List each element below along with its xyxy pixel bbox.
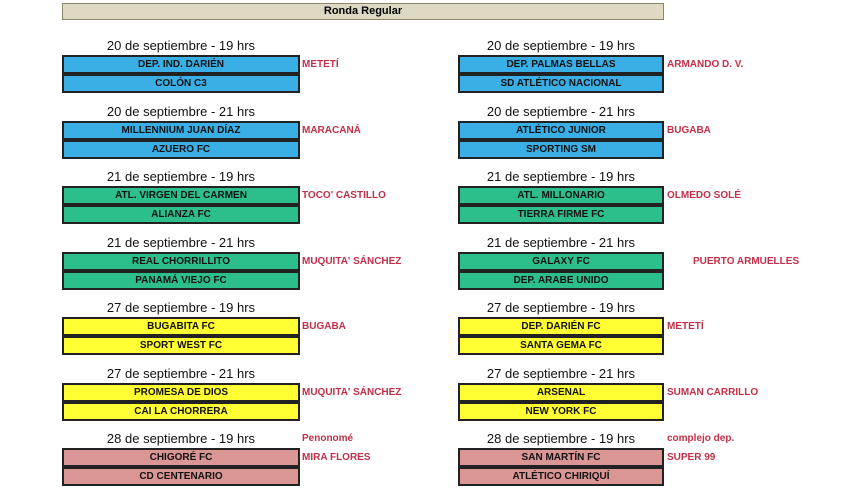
- match-date: 20 de septiembre - 21 hrs: [106, 103, 256, 119]
- team-name: ATL. VIRGEN DEL CARMEN: [62, 186, 300, 205]
- match-date: 28 de septiembre - 19 hrs: [106, 431, 256, 446]
- team-name: COLÓN C3: [62, 74, 300, 93]
- venue: PUERTO ARMUELLES: [693, 255, 800, 267]
- venue: Penonomé: [302, 433, 354, 444]
- match-date: 21 de septiembre - 21 hrs: [106, 234, 256, 250]
- team-name: SD ATLÉTICO NACIONAL: [458, 74, 664, 93]
- team-name: ATL. MILLONARIO: [458, 186, 664, 205]
- venue: MUQUITA' SÁNCHEZ: [302, 386, 402, 398]
- match-date: 27 de septiembre - 21 hrs: [486, 365, 636, 381]
- match-date: 21 de septiembre - 19 hrs: [106, 169, 256, 184]
- match-date: 27 de septiembre - 19 hrs: [486, 300, 636, 315]
- venue: METETÍ: [667, 321, 704, 332]
- venue: OLMEDO SOLÉ: [667, 190, 741, 201]
- match-date: 27 de septiembre - 21 hrs: [106, 365, 256, 381]
- team-name: DEP. PALMAS BELLAS: [458, 55, 664, 74]
- venue: METETÍ: [302, 59, 339, 70]
- section-title: Ronda Regular: [62, 3, 664, 20]
- team-name: CAI LA CHORRERA: [62, 401, 300, 421]
- match-date: 28 de septiembre - 19 hrs: [486, 431, 636, 446]
- match-date: 20 de septiembre - 21 hrs: [486, 103, 636, 119]
- team-name: CHIGORÉ FC: [62, 448, 300, 467]
- match-date: 21 de septiembre - 19 hrs: [486, 169, 636, 184]
- team-name: NEW YORK FC: [458, 401, 664, 421]
- team-name: PROMESA DE DIOS: [62, 382, 300, 402]
- team-name: REAL CHORRILLITO: [62, 251, 300, 271]
- team-name: DEP. ARABE UNIDO: [458, 270, 664, 290]
- team-name: CD CENTENARIO: [62, 467, 300, 486]
- team-name: MILLENNIUM JUAN DÍAZ: [62, 120, 300, 140]
- venue: BUGABA: [667, 124, 711, 136]
- team-name: PANAMÁ VIEJO FC: [62, 270, 300, 290]
- match-date: 27 de septiembre - 19 hrs: [106, 300, 256, 315]
- venue: SUMAN CARRILLO: [667, 386, 759, 398]
- team-name: SPORT WEST FC: [62, 336, 300, 355]
- venue: TOCO' CASTILLO: [302, 190, 386, 201]
- team-name: ALIANZA FC: [62, 205, 300, 224]
- venue: MARACANÁ: [302, 124, 361, 136]
- team-name: DEP. IND. DARIÉN: [62, 55, 300, 74]
- team-name: GALAXY FC: [458, 251, 664, 271]
- team-name: SANTA GEMA FC: [458, 336, 664, 355]
- venue: MIRA FLORES: [302, 452, 371, 463]
- team-name: TIERRA FIRME FC: [458, 205, 664, 224]
- team-name: BUGABITA FC: [62, 317, 300, 336]
- venue: BUGABA: [302, 321, 346, 332]
- team-name: AZUERO FC: [62, 139, 300, 159]
- venue: ARMANDO D. V.: [667, 59, 744, 70]
- team-name: SAN MARTÍN FC: [458, 448, 664, 467]
- venue: SUPER 99: [667, 452, 716, 463]
- match-date: 20 de septiembre - 19 hrs: [106, 38, 256, 53]
- match-date: 20 de septiembre - 19 hrs: [486, 38, 636, 53]
- team-name: SPORTING SM: [458, 139, 664, 159]
- team-name: DEP. DARIÉN FC: [458, 317, 664, 336]
- match-date: 21 de septiembre - 21 hrs: [486, 234, 636, 250]
- venue: complejo dep.: [667, 433, 735, 444]
- team-name: ARSENAL: [458, 382, 664, 402]
- team-name: ATLÉTICO JUNIOR: [458, 120, 664, 140]
- venue: MUQUITA' SÁNCHEZ: [302, 255, 402, 267]
- team-name: ATLÉTICO CHIRIQUÍ: [458, 467, 664, 486]
